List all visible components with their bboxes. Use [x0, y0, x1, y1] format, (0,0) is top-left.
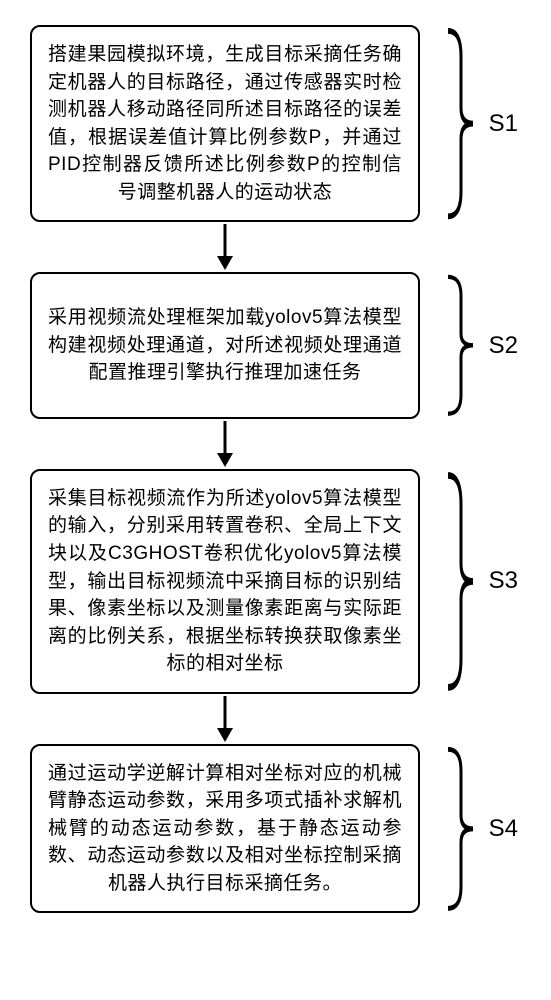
step-text: 搭建果园模拟环境，生成目标采摘任务确定机器人的目标路径，通过传感器实时检测机器人…	[48, 41, 402, 206]
arrow-3	[30, 694, 420, 744]
brace-icon	[443, 274, 483, 417]
step-text: 通过运动学逆解计算相对坐标对应的机械臂静态运动参数，采用多项式插补求解机械臂的动…	[48, 760, 402, 898]
flow-step-s1: 搭建果园模拟环境，生成目标采摘任务确定机器人的目标路径，通过传感器实时检测机器人…	[30, 25, 420, 222]
brace-icon	[443, 471, 483, 692]
brace-icon	[443, 27, 483, 220]
step-label: S2	[489, 332, 518, 360]
step-label: S3	[489, 567, 518, 595]
brace-icon	[443, 746, 483, 912]
step-label: S4	[489, 815, 518, 843]
flow-step-s4: 通过运动学逆解计算相对坐标对应的机械臂静态运动参数，采用多项式插补求解机械臂的动…	[30, 744, 420, 914]
step-text: 采用视频流处理框架加载yolov5算法模型构建视频处理通道，对所述视频处理通道配…	[48, 304, 402, 387]
arrow-2	[30, 419, 420, 469]
arrow-1	[30, 222, 420, 272]
brace-s4: S4	[443, 746, 518, 912]
flow-step-s3: 采集目标视频流作为所述yolov5算法模型的输入，分别采用转置卷积、全局上下文块…	[30, 469, 420, 694]
step-text: 采集目标视频流作为所述yolov5算法模型的输入，分别采用转置卷积、全局上下文块…	[48, 485, 402, 678]
arrow-down-icon	[213, 694, 237, 744]
arrow-down-icon	[213, 419, 237, 469]
brace-s1: S1	[443, 27, 518, 220]
brace-s2: S2	[443, 274, 518, 417]
brace-s3: S3	[443, 471, 518, 692]
flow-step-s2: 采用视频流处理框架加载yolov5算法模型构建视频处理通道，对所述视频处理通道配…	[30, 272, 420, 419]
step-label: S1	[489, 110, 518, 138]
arrow-down-icon	[213, 222, 237, 272]
flowchart-container: 搭建果园模拟环境，生成目标采摘任务确定机器人的目标路径，通过传感器实时检测机器人…	[30, 25, 520, 913]
